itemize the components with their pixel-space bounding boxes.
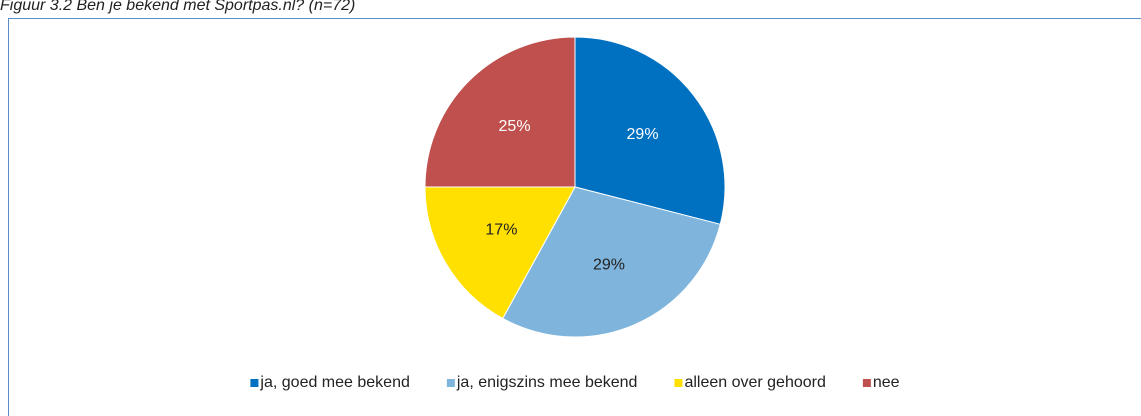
legend-label: ja, enigszins mee bekend (456, 374, 638, 391)
pie-slice (574, 36, 726, 225)
legend-label: nee (873, 374, 900, 391)
legend-swatch (446, 379, 455, 387)
pie-slice (424, 36, 576, 188)
chart-title: Figuur 3.2 Ben je bekend met Sportpas.nl… (0, 0, 355, 14)
data-label: 17% (485, 222, 517, 239)
data-label: 29% (627, 126, 659, 143)
legend-label: ja, goed mee bekend (259, 374, 409, 391)
legend-swatch (674, 379, 683, 387)
legend-swatch (862, 379, 871, 387)
legend-swatch (250, 379, 259, 387)
data-label: 29% (593, 257, 625, 274)
legend-label: alleen over gehoord (684, 374, 825, 391)
pie-slice (424, 186, 576, 320)
pie-slice (502, 186, 721, 338)
data-label: 25% (499, 118, 531, 135)
